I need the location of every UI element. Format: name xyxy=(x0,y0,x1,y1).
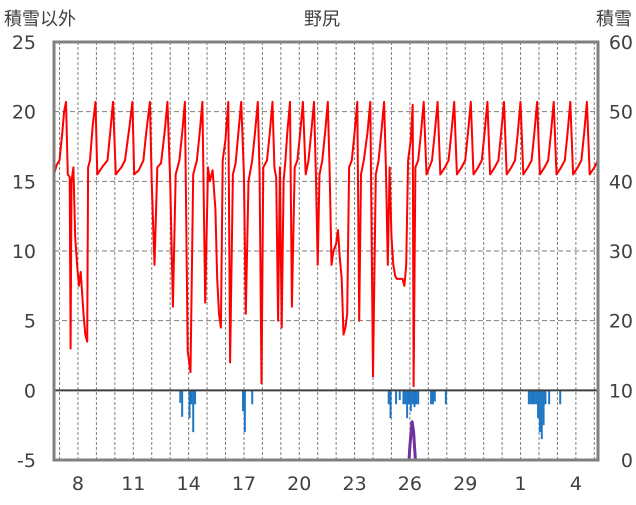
bar xyxy=(242,390,245,412)
right-tick-label: 20 xyxy=(609,311,633,333)
bar xyxy=(415,390,418,405)
bar xyxy=(192,390,195,433)
x-tick-label: 20 xyxy=(287,473,311,495)
series-lines xyxy=(53,100,599,462)
right-tick-label: 0 xyxy=(621,450,633,472)
bar xyxy=(413,390,416,408)
bar xyxy=(395,390,398,405)
bar xyxy=(409,390,412,412)
bar xyxy=(433,390,436,402)
x-tick-label: 29 xyxy=(453,473,477,495)
left-tick-label: -5 xyxy=(17,450,36,472)
left-tick-label: 20 xyxy=(12,102,36,124)
bar xyxy=(190,390,193,405)
left-tick-label: 15 xyxy=(12,171,36,193)
x-tick-label: 1 xyxy=(515,473,527,495)
bar xyxy=(417,390,420,405)
bar xyxy=(404,390,407,405)
x-tick-label: 26 xyxy=(398,473,422,495)
bar xyxy=(535,390,538,405)
x-tick-label: 17 xyxy=(232,473,256,495)
bar xyxy=(531,390,534,405)
bar xyxy=(559,390,562,405)
plot-frame-group xyxy=(52,40,600,462)
bar xyxy=(406,390,409,419)
x-tick-label: 14 xyxy=(177,473,201,495)
bar xyxy=(179,390,182,403)
left-tick-label: 5 xyxy=(24,311,36,333)
bar xyxy=(537,390,540,419)
bar xyxy=(411,390,414,405)
right-tick-label: 40 xyxy=(609,171,633,193)
right-tick-label: 60 xyxy=(609,32,633,54)
bar xyxy=(194,390,197,405)
bar xyxy=(181,390,184,417)
x-tick-label: 4 xyxy=(570,473,582,495)
right-tick-label: 50 xyxy=(609,102,633,124)
blue-bars xyxy=(179,390,562,440)
bar xyxy=(533,390,536,405)
bar xyxy=(527,390,530,405)
chart-title: 野尻 xyxy=(304,9,340,30)
bar xyxy=(544,390,547,405)
bar xyxy=(398,390,401,401)
right-tick-label: 10 xyxy=(609,380,633,402)
left-tick-label: 10 xyxy=(12,241,36,263)
bar xyxy=(540,390,543,440)
bar xyxy=(387,390,390,405)
right-axis-label: 積雪 xyxy=(596,9,632,30)
bar xyxy=(430,390,433,405)
bar xyxy=(402,390,405,405)
plot-frame xyxy=(52,40,600,462)
bar xyxy=(251,390,254,405)
grid-lines xyxy=(54,42,598,460)
right-tick-label: 30 xyxy=(609,241,633,263)
bar xyxy=(188,390,191,419)
series-line-3 xyxy=(54,420,598,462)
bar xyxy=(538,390,541,433)
x-tick-label: 11 xyxy=(121,473,145,495)
series-line-1 xyxy=(53,100,599,388)
left-tick-label: 25 xyxy=(12,32,36,54)
bar xyxy=(407,390,410,405)
left-tick-label: 0 xyxy=(24,380,36,402)
left-axis-label: 積雪以外 xyxy=(4,9,76,30)
bar xyxy=(542,390,545,426)
x-tick-label: 8 xyxy=(72,473,84,495)
bar xyxy=(243,390,246,433)
bar xyxy=(548,390,551,405)
bar xyxy=(529,390,532,405)
bar xyxy=(389,390,392,419)
bar xyxy=(431,390,434,405)
bar xyxy=(444,390,447,405)
x-tick-label: 23 xyxy=(342,473,366,495)
